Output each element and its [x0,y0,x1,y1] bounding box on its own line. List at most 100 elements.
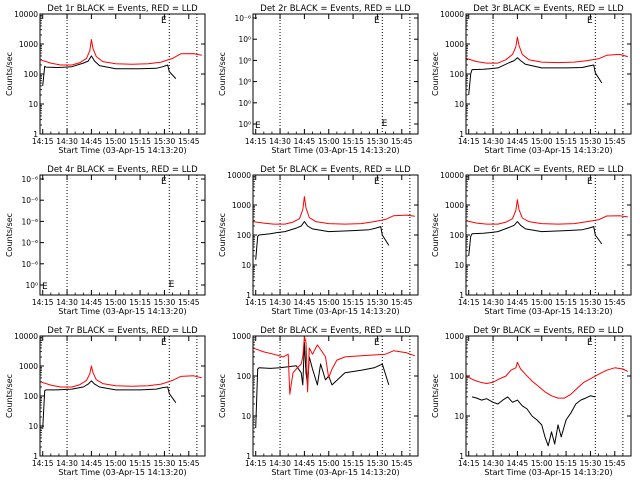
x-tick-label: 14:30 [482,459,504,468]
chart-title: Det 2r BLACK = Events, RED = LLD [260,4,411,14]
y-tick-label: 10⁰ [238,56,251,65]
x-tick-label: 14:15 [458,459,480,468]
x-tick-label: 15:45 [391,137,413,146]
y-axis-label: Counts/sec [5,213,14,257]
chart-panel-6: Det 6r BLACK = Events, RED = LLD 1 10 100 10… [431,165,632,316]
chart-title: Det 1r BLACK = Events, RED = LLD [47,4,198,14]
plot-frame [465,174,632,296]
y-tick-label: 100 [24,392,39,401]
y-axis-label: Counts/sec [218,52,227,96]
y-tick-label: 100 [24,70,39,79]
y-tick-label: 100 [450,231,465,240]
corner-mark-low: E [382,119,388,129]
x-tick-label: 15:30 [580,298,602,307]
chart-panel-8: Det 8r BLACK = Events, RED = LLD 1 10 100 10… [218,326,419,477]
series-line-events [42,380,177,429]
x-tick-label: 15:45 [604,459,626,468]
x-tick-label: 14:30 [269,459,291,468]
x-tick-label: 14:15 [32,298,54,307]
y-tick-label: 10⁻⁶ [21,217,38,226]
x-tick-label: 15:00 [531,459,553,468]
corner-mark: E [587,177,593,187]
x-tick-label: 15:15 [129,298,151,307]
corner-mark: E [587,16,593,26]
x-tick-label: 15:30 [367,298,389,307]
x-tick-label: 15:30 [154,459,176,468]
x-axis-label: Start Time (03-Apr-15 14:13:20) [58,307,186,316]
x-tick-label: 14:30 [482,137,504,146]
y-axis-label: Counts/sec [218,374,227,418]
y-tick-label: 10⁰ [238,78,251,87]
chart-title: Det 4r BLACK = Events, RED = LLD [47,165,198,175]
x-tick-label: 15:30 [367,137,389,146]
series-line-lld [465,36,628,64]
x-tick-label: 15:00 [318,459,340,468]
x-tick-label: 14:45 [507,298,529,307]
x-tick-label: 15:30 [154,137,176,146]
x-tick-label: 15:00 [531,298,553,307]
series-line-lld [252,336,415,395]
x-tick-label: 14:15 [458,137,480,146]
x-tick-label: 14:30 [56,298,78,307]
plot-frame [252,13,419,135]
x-tick-label: 15:45 [178,459,200,468]
y-tick-label: 1000 [232,201,251,210]
y-tick-label: 10⁻⁶ [21,175,38,184]
chart-title: Det 6r BLACK = Events, RED = LLD [473,165,624,175]
x-tick-label: 14:15 [32,137,54,146]
corner-mark: E [374,338,380,348]
chart-panel-9: Det 9r BLACK = Events, RED = LLD 1 10 100 10… [431,326,632,477]
series-line-lld [39,39,202,66]
y-axis-label: Counts/sec [5,52,14,96]
x-tick-label: 15:15 [555,298,577,307]
y-tick-label: 10000 [440,10,464,19]
y-tick-label: 1 [459,130,464,139]
x-tick-label: 15:45 [178,298,200,307]
x-tick-label: 14:15 [32,459,54,468]
x-tick-label: 15:00 [105,137,127,146]
y-tick-label: 10⁰ [238,120,251,129]
x-tick-label: 15:15 [342,137,364,146]
x-tick-label: 14:45 [294,298,316,307]
x-tick-label: 15:45 [178,137,200,146]
chart-title: Det 8r BLACK = Events, RED = LLD [260,326,411,336]
x-tick-label: 15:15 [342,298,364,307]
y-tick-label: 10 [454,100,464,109]
y-axis-label: Counts/sec [431,374,440,418]
chart-panel-2: Det 2r BLACK = Events, RED = LLD 10⁰ 10⁰ 10… [218,4,419,155]
y-tick-label: 1000 [445,332,464,341]
y-tick-label: 10 [28,100,38,109]
x-tick-label: 15:45 [391,459,413,468]
y-tick-label: 10 [241,412,251,421]
plot-frame [39,174,206,296]
x-tick-label: 15:45 [604,137,626,146]
y-tick-label: 100 [237,372,252,381]
y-tick-label: 10⁰ [238,99,251,108]
y-tick-label: 1000 [19,40,38,49]
plot-frame [252,335,419,457]
series-line-lld [465,199,628,225]
x-tick-label: 15:00 [318,137,340,146]
x-tick-label: 14:45 [81,137,103,146]
corner-mark: E [374,16,380,26]
y-tick-label: 1000 [445,40,464,49]
corner-mark-low: E [255,121,261,131]
x-tick-label: 14:45 [81,459,103,468]
x-tick-label: 14:45 [507,459,529,468]
corner-mark: E [374,177,380,187]
x-tick-label: 14:45 [294,459,316,468]
x-tick-label: 15:15 [129,459,151,468]
plot-frame [465,335,632,457]
x-axis-label: Start Time (03-Apr-15 14:13:20) [271,146,399,155]
y-tick-label: 10⁻⁶ [21,260,38,269]
y-tick-label: 10⁻⁶ [234,14,251,23]
series-line-events [468,221,603,257]
y-tick-label: 1 [246,291,251,300]
x-tick-label: 15:30 [580,459,602,468]
series-line-lld [465,361,629,399]
x-tick-label: 15:00 [531,137,553,146]
y-axis-label: Counts/sec [431,213,440,257]
y-tick-label: 10⁻⁶ [21,239,38,248]
x-axis-label: Start Time (03-Apr-15 14:13:20) [484,307,612,316]
y-tick-label: 1 [33,452,38,461]
